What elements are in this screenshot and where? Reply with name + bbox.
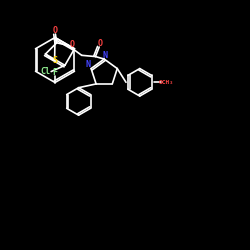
- Text: N: N: [86, 60, 90, 69]
- Text: Cl: Cl: [41, 67, 51, 76]
- Text: OCH₃: OCH₃: [159, 80, 174, 85]
- Text: O: O: [53, 26, 58, 35]
- Text: O: O: [69, 40, 74, 48]
- Text: S: S: [52, 56, 57, 65]
- Text: F: F: [52, 68, 58, 78]
- Text: N: N: [103, 50, 108, 59]
- Text: O: O: [98, 39, 103, 48]
